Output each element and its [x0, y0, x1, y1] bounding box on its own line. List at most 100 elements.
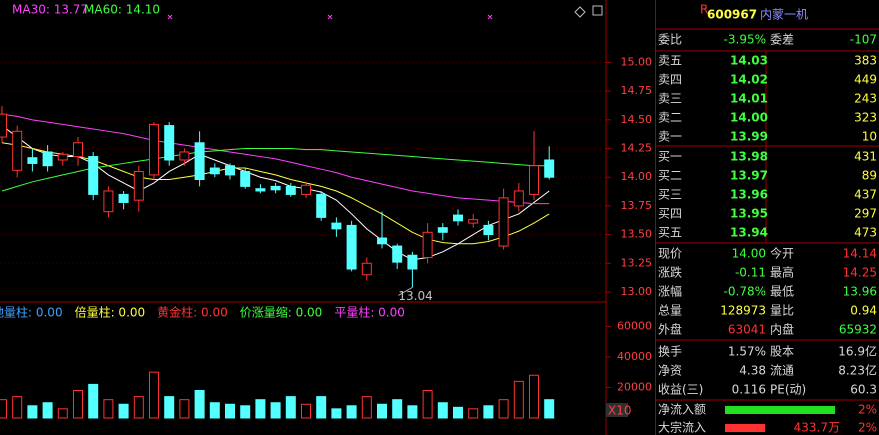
- book-label: 卖五: [658, 54, 682, 68]
- volume-bar: [118, 403, 129, 419]
- candle-body: [225, 165, 235, 176]
- field-label: 最低: [770, 285, 794, 299]
- volume-bar: [529, 374, 539, 419]
- candle-body: [498, 197, 509, 247]
- volume-bar: [285, 396, 296, 419]
- candle-body: [27, 157, 38, 164]
- volume-bar: [301, 403, 311, 419]
- field-label: 委比: [658, 33, 682, 47]
- candle-body: [209, 167, 220, 175]
- field-label: 内盘: [770, 322, 794, 337]
- book-label: 买一: [658, 150, 682, 164]
- field-value: 0.116: [732, 383, 766, 397]
- volume-bar: [513, 380, 524, 419]
- volume-bar: [544, 399, 555, 419]
- flow-label: 净流入额: [658, 403, 706, 417]
- book-volume: 383: [854, 54, 877, 68]
- volume-bar: [407, 405, 418, 419]
- annotation: 13.04: [398, 289, 432, 303]
- field-value: 65932: [839, 323, 877, 337]
- book-label: 买二: [658, 169, 682, 183]
- field-value: 14.00: [732, 247, 766, 261]
- candle-body: [529, 165, 539, 195]
- volume-bar: [209, 402, 220, 419]
- field-value: 16.9亿: [838, 344, 877, 359]
- candle-body: [240, 170, 251, 187]
- field-label: PE(动): [770, 383, 806, 397]
- icon[interactable]: [592, 5, 603, 16]
- candle-body: [301, 184, 311, 195]
- field-label: 最高: [770, 265, 794, 280]
- candle-body: [88, 156, 99, 195]
- field-label: 今开: [770, 246, 794, 261]
- candle-body: [285, 185, 296, 195]
- y-tick-label: 13.25: [621, 256, 653, 269]
- book-label: 卖四: [658, 73, 682, 87]
- indicator-label: 黄金柱: 0.00: [157, 305, 228, 320]
- volume-bar: [179, 399, 190, 419]
- field-label: 现价: [658, 247, 682, 261]
- book-label: 卖三: [658, 92, 682, 106]
- candle-body: [118, 193, 129, 203]
- volume-bar: [133, 396, 144, 419]
- volume-bar: [57, 408, 68, 419]
- field-value: -0.11: [735, 266, 766, 280]
- scale-box: [606, 403, 628, 417]
- flow-bar: [725, 424, 765, 432]
- ma-line: [1, 113, 550, 205]
- candle-body: [73, 142, 83, 158]
- candle-body: [103, 190, 114, 213]
- book-volume: 10: [862, 130, 877, 144]
- book-label: 卖二: [658, 111, 682, 125]
- field-label: 外盘: [658, 322, 682, 337]
- field-value: 14.14: [843, 247, 877, 261]
- field-value: 1.57%: [728, 345, 766, 359]
- volume-bar: [437, 402, 448, 419]
- book-volume: 243: [854, 92, 877, 106]
- candle-body: [255, 188, 266, 192]
- volume-bar: [225, 403, 235, 419]
- book-price: 13.97: [730, 169, 768, 183]
- y-tick-label: 14.75: [621, 84, 653, 97]
- y-tick-label: 13.50: [621, 228, 653, 241]
- book-price: 13.94: [730, 226, 768, 240]
- volume-bar: [12, 396, 23, 419]
- field-label: 换手: [658, 345, 682, 359]
- book-volume: 473: [854, 226, 877, 240]
- candle-body: [392, 245, 403, 263]
- volume-bar: [453, 406, 463, 419]
- icon[interactable]: [574, 6, 586, 18]
- volume-bar: [346, 405, 357, 419]
- ma-label: MA60: 14.10: [84, 3, 160, 17]
- badge: R: [700, 3, 708, 17]
- book-volume: 297: [854, 207, 877, 221]
- volume-bar: [316, 396, 327, 419]
- book-price: 14.00: [730, 111, 768, 125]
- field-value: 60.3: [850, 383, 877, 397]
- candle-body: [422, 231, 433, 259]
- y-tick-label: 20000: [617, 380, 652, 393]
- field-label: 净资: [658, 364, 682, 378]
- candle-body: [194, 142, 205, 181]
- indicator-label: 地量柱: 0.00: [0, 305, 63, 320]
- volume-bar: [483, 405, 494, 419]
- book-price: 14.01: [730, 92, 768, 106]
- book-label: 买五: [658, 226, 682, 240]
- volume-bar: [194, 390, 205, 419]
- volume-bar: [255, 399, 266, 419]
- stock-code: 600967: [707, 8, 757, 22]
- book-price: 13.95: [730, 207, 768, 221]
- book-price: 13.98: [730, 150, 768, 164]
- ma-label: MA30: 13.77: [12, 3, 88, 17]
- candle-body: [270, 185, 281, 191]
- book-volume: 431: [854, 150, 877, 164]
- field-label: 流通: [770, 364, 794, 378]
- volume-bar: [103, 399, 114, 419]
- field-label: 涨幅: [658, 284, 682, 299]
- book-volume: 89: [862, 169, 877, 183]
- volume-bar: [164, 396, 175, 419]
- field-label: 股本: [770, 345, 794, 359]
- field-label: 委差: [770, 33, 794, 47]
